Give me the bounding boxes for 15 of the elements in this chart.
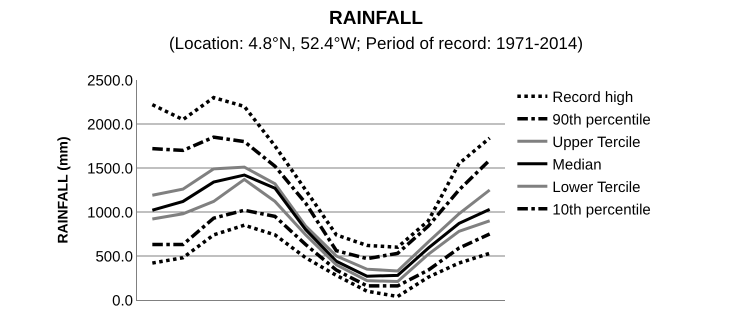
y-tick-label: 500.0	[95, 248, 133, 266]
legend-label: 90th percentile	[552, 112, 651, 129]
y-tick-label: 2500.0	[87, 72, 133, 90]
y-tick-label: 0.0	[112, 292, 133, 310]
y-tick-label: 1500.0	[87, 160, 133, 178]
legend-label: Lower Tercile	[552, 179, 640, 196]
y-axis-title: RAINFALL (mm)	[54, 136, 71, 244]
legend-label: Record high	[552, 89, 634, 106]
chart-title: RAINFALL	[329, 8, 424, 30]
legend-label: 10th percentile	[552, 202, 651, 219]
y-tick-label: 2000.0	[87, 116, 133, 134]
y-tick-label: 1000.0	[87, 204, 133, 222]
chart-subtitle: (Location: 4.8°N, 52.4°W; Period of record: 1971-2014)	[169, 34, 583, 53]
legend-label: Median	[552, 156, 602, 174]
legend-label: Upper Tercile	[552, 134, 640, 152]
